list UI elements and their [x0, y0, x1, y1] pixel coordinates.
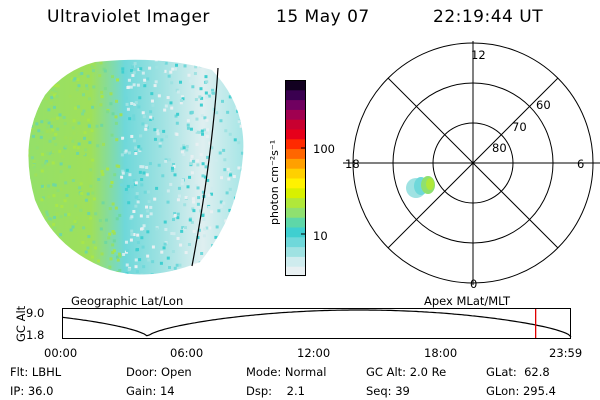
colorbar-segment — [285, 246, 306, 257]
alt-tick-top: 9.0 — [26, 306, 45, 320]
mlt-label-18: 18 — [345, 157, 360, 171]
colorbar-segment — [285, 80, 306, 91]
glat-value: 62.8 — [524, 365, 550, 379]
colorbar-segment — [285, 236, 306, 248]
colorbar-segment — [285, 168, 306, 179]
colorbar-segment — [285, 207, 306, 218]
colorbar-segment — [285, 119, 306, 130]
colorbar-segment — [285, 227, 306, 238]
colorbar-segment — [285, 148, 306, 159]
glat-label: GLat: — [486, 365, 517, 379]
lat-label-60: 60 — [536, 98, 551, 112]
colorbar-segment — [285, 256, 306, 267]
colorbar-tick-label: 10 — [313, 229, 328, 243]
dsp-label: Dsp: — [246, 384, 273, 398]
seq-label: Seq: — [366, 384, 392, 398]
colorbar-segment — [285, 158, 306, 169]
terminator-line — [191, 67, 219, 267]
lat-label-70: 70 — [512, 120, 527, 134]
glon-value: 295.4 — [522, 384, 556, 398]
colorbar-tick-label: 100 — [313, 142, 335, 156]
mode-label: Mode: — [246, 365, 282, 379]
gcalt-value: 2.0 Re — [409, 365, 447, 379]
colorbar-segment — [285, 99, 306, 110]
colorbar-segment — [285, 187, 306, 199]
colorbar-segment — [285, 89, 306, 101]
time-tick: 18:00 — [424, 346, 458, 360]
geographic-image — [28, 59, 244, 275]
geographic-label: Geographic Lat/Lon — [71, 294, 184, 308]
colorbar-segment — [285, 129, 306, 140]
mlt-label-12: 12 — [471, 48, 486, 62]
colorbar-segment — [285, 217, 306, 228]
time-tick: 23:59 — [549, 346, 583, 360]
apex-label: Apex MLat/MLT — [424, 294, 511, 308]
time-tick: 06:00 — [170, 346, 204, 360]
door-label: Door: — [126, 365, 158, 379]
time-label: 22:19:44 UT — [433, 7, 544, 27]
gain-label: Gain: — [126, 384, 157, 398]
lat-label-80: 80 — [492, 141, 507, 155]
date-label: 15 May 07 — [276, 7, 370, 27]
dsp-value: 2.1 — [286, 384, 305, 398]
time-tick: 12:00 — [297, 346, 331, 360]
gcalt-label: GC Alt: — [366, 365, 407, 379]
alt-tick-bottom: 1.8 — [26, 328, 45, 342]
colorbar — [285, 80, 306, 277]
time-tick: 00:00 — [44, 346, 78, 360]
door-value: Open — [160, 365, 192, 379]
colorbar-segment — [285, 138, 306, 150]
colorbar-segment — [285, 266, 306, 277]
polar-plot — [343, 41, 600, 285]
colorbar-segment — [285, 109, 306, 120]
flt-label: Flt: — [10, 365, 29, 379]
ip-label: IP: — [10, 384, 25, 398]
ip-value: 36.0 — [27, 384, 54, 398]
colorbar-segment — [285, 178, 306, 189]
flt-value: LBHL — [31, 365, 62, 379]
altitude-plot — [62, 308, 572, 339]
gain-value: 14 — [159, 384, 175, 398]
colorbar-unit-label: photon cm⁻²s⁻¹ — [268, 139, 281, 225]
glon-label: GLon: — [486, 384, 520, 398]
instrument-title: Ultraviolet Imager — [47, 7, 210, 27]
seq-value: 39 — [395, 384, 410, 398]
mode-value: Normal — [284, 365, 327, 379]
mlt-label-0: 0 — [470, 277, 478, 291]
colorbar-segment — [285, 197, 306, 208]
mlt-label-6: 6 — [577, 157, 585, 171]
